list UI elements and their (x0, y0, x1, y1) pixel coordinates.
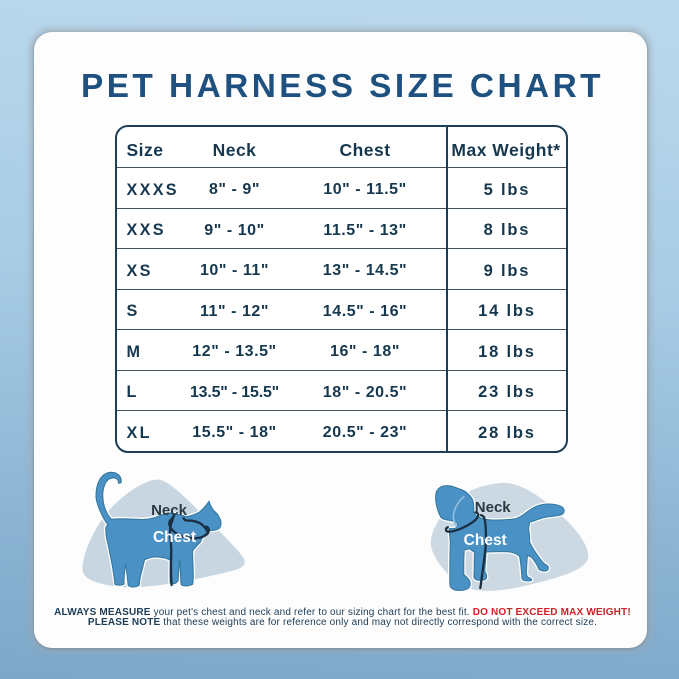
svg-text:Chest: Chest (153, 529, 196, 546)
svg-text:Neck: Neck (151, 502, 188, 519)
svg-text:Chest: Chest (464, 532, 507, 549)
svg-text:Neck: Neck (475, 499, 512, 516)
